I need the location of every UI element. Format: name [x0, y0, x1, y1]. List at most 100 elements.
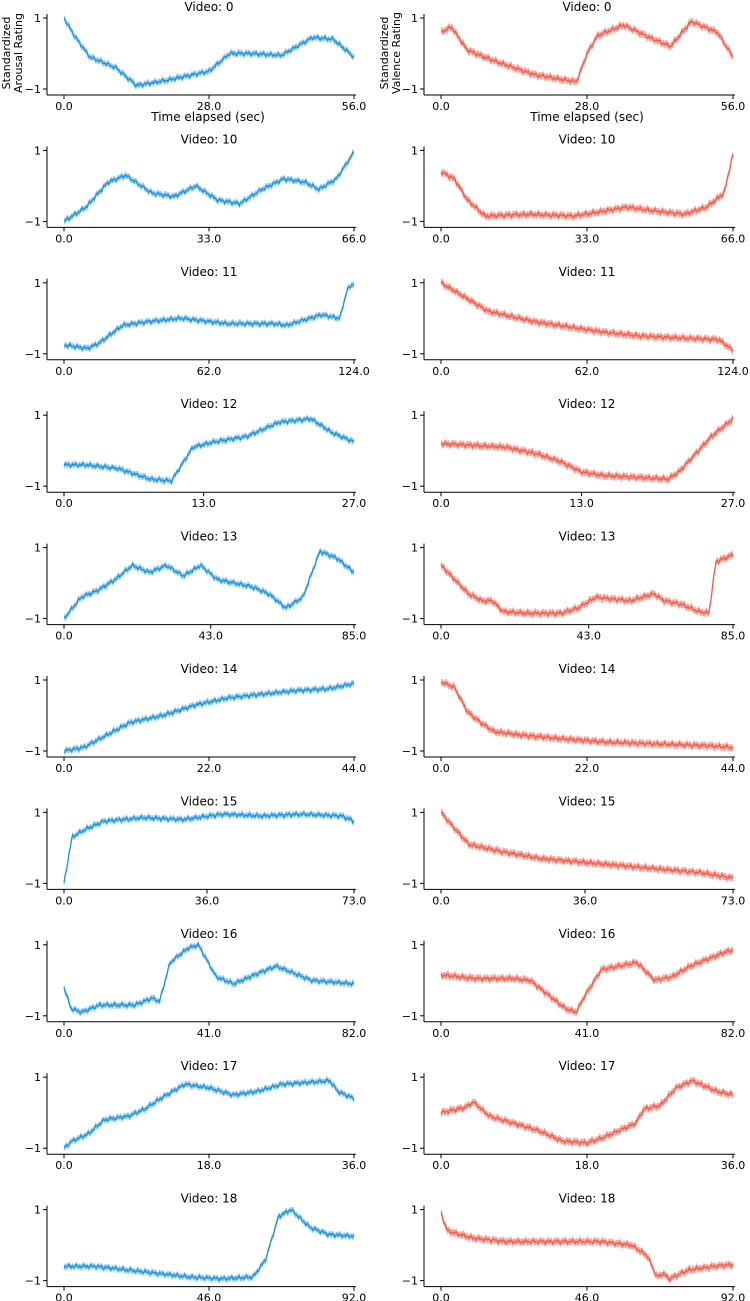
- valence-ylabel-line1: Standardized: [378, 17, 391, 90]
- panel-valence-2-xtick-label: 62.0: [575, 365, 600, 378]
- panel-valence-0-ytick-label: −1: [402, 83, 418, 96]
- panel-valence-5-xtick-label: 44.0: [721, 762, 746, 775]
- panel-valence-5-title: Video: 14: [559, 662, 616, 676]
- panel-arousal-6-xtick-label: 36.0: [195, 894, 220, 907]
- panel-valence-7-xtick-label: 0.0: [432, 1027, 450, 1040]
- panel-arousal-4-title: Video: 13: [181, 530, 238, 544]
- panel-arousal-8-xtick-label: 36.0: [342, 1159, 367, 1172]
- panel-valence-6: Video: 15 1 −1 0.0 36.0 73.0: [402, 794, 745, 907]
- panel-arousal-4-xtick-label: 43.0: [198, 630, 223, 643]
- panel-arousal-1-series-line: [63, 151, 355, 222]
- panel-valence-7-xtick-label: 82.0: [721, 1027, 746, 1040]
- panel-arousal-5-series-line: [63, 682, 355, 754]
- panel-arousal-9-xtick-label: 92.0: [342, 1292, 367, 1301]
- panel-valence-8-xtick-label: 0.0: [432, 1159, 450, 1172]
- panel-valence-3-xtick-label: 13.0: [569, 497, 594, 510]
- panel-arousal-7-series-line: [63, 941, 355, 1014]
- arousal-ylabel-line1: Standardized: [0, 17, 13, 90]
- panel-arousal-1-xtick-label: 66.0: [342, 232, 367, 245]
- panel-arousal-7-error-band: [64, 940, 354, 1017]
- panel-valence-3-series-line: [440, 416, 734, 482]
- panel-valence-5-xtick-label: 22.0: [575, 762, 600, 775]
- panel-arousal-9-xtick-label: 46.0: [197, 1292, 222, 1301]
- panel-valence-3-ytick-label: −1: [402, 480, 418, 493]
- panel-valence-1-series-line: [440, 153, 734, 219]
- panel-valence-6-xtick-label: 0.0: [432, 894, 450, 907]
- panel-arousal-8-ytick-label: −1: [25, 1142, 41, 1155]
- panel-arousal-5-title: Video: 14: [181, 662, 238, 676]
- panel-valence-2-ytick-label: −1: [402, 348, 418, 361]
- panel-valence-8: Video: 17 1 −1 0.0 18.0 36.0: [402, 1059, 745, 1172]
- panel-valence-2-ytick-label: 1: [411, 277, 418, 290]
- panel-valence-1-ytick-label: −1: [402, 215, 418, 228]
- panel-arousal-7-title: Video: 16: [181, 927, 238, 941]
- panel-arousal-7: Video: 16 1 −1 0.0 41.0 82.0: [25, 927, 366, 1040]
- panel-arousal-3-error-band: [64, 414, 354, 486]
- panel-arousal-3-ytick-label: 1: [34, 409, 41, 422]
- panel-arousal-7-xtick-label: 41.0: [197, 1027, 222, 1040]
- panel-arousal-8-xtick-label: 0.0: [55, 1159, 73, 1172]
- panel-valence-1-ytick-label: 1: [411, 144, 418, 157]
- panel-valence-9-ytick-label: 1: [411, 1204, 418, 1217]
- panel-valence-0-xtick-label: 56.0: [721, 100, 746, 113]
- panel-valence-5: Video: 14 1 −1 0.0 22.0 44.0: [402, 662, 745, 775]
- panel-valence-6-series-line: [440, 811, 734, 880]
- panel-valence-4-title: Video: 13: [559, 530, 616, 544]
- panel-valence-6-title: Video: 15: [559, 794, 616, 808]
- panel-valence-7-series-line: [440, 948, 734, 1014]
- panel-arousal-0-error-band: [64, 15, 354, 90]
- panel-valence-8-xtick-label: 18.0: [575, 1159, 600, 1172]
- panel-arousal-2-ytick-label: −1: [25, 348, 41, 361]
- panel-valence-8-ytick-label: −1: [402, 1142, 418, 1155]
- panel-valence-2-error-band: [441, 278, 733, 355]
- arousal-ylabel-line2: Arousal Rating: [12, 13, 25, 93]
- panel-arousal-0-xtick-label: 56.0: [342, 100, 367, 113]
- panel-arousal-6-xtick-label: 73.0: [342, 894, 367, 907]
- panel-arousal-8-error-band: [64, 1076, 354, 1151]
- panel-arousal-7-ytick-label: 1: [34, 939, 41, 952]
- panel-arousal-6-xtick-label: 0.0: [55, 894, 73, 907]
- panel-valence-8-xtick-label: 36.0: [721, 1159, 746, 1172]
- panel-arousal-6-ytick-label: 1: [34, 806, 41, 819]
- panel-arousal-3-ytick-label: −1: [25, 480, 41, 493]
- panel-valence-3: Video: 12 1 −1 0.0 13.0 27.0: [402, 397, 745, 510]
- panel-arousal-2-title: Video: 11: [181, 265, 238, 279]
- panel-valence-9-xtick-label: 46.0: [575, 1292, 600, 1301]
- panel-valence-3-xtick-label: 0.0: [432, 497, 450, 510]
- panel-valence-8-title: Video: 17: [559, 1059, 616, 1073]
- panel-valence-9-title: Video: 18: [559, 1192, 616, 1206]
- panel-arousal-8-title: Video: 17: [181, 1059, 238, 1073]
- panel-arousal-1-ytick-label: −1: [25, 215, 41, 228]
- panel-valence-7-title: Video: 16: [559, 927, 616, 941]
- valence-xlabel: Time elapsed (sec): [529, 110, 644, 124]
- panel-arousal-9-title: Video: 18: [181, 1192, 238, 1206]
- panel-valence-4: Video: 13 1 −1 0.0 43.0 85.0: [402, 530, 745, 643]
- panel-arousal-7-xtick-label: 0.0: [55, 1027, 73, 1040]
- panels: Video: 0 1 −1 0.0 28.0 56.0 Video: 0 1 −1 0.0 28.0…: [25, 0, 749, 1301]
- panel-valence-4-xtick-label: 85.0: [721, 630, 746, 643]
- panel-arousal-8-xtick-label: 18.0: [197, 1159, 222, 1172]
- panel-arousal-3-title: Video: 12: [181, 397, 238, 411]
- panel-arousal-8-ytick-label: 1: [34, 1071, 41, 1084]
- panel-valence-5-series-line: [440, 681, 734, 750]
- panel-arousal-6: Video: 15 1 −1 0.0 36.0 73.0: [25, 794, 366, 907]
- panel-arousal-2-xtick-label: 124.0: [338, 365, 370, 378]
- panel-valence-9-xtick-label: 0.0: [432, 1292, 450, 1301]
- panel-valence-1-xtick-label: 33.0: [575, 232, 600, 245]
- panel-arousal-0-series-line: [63, 17, 355, 88]
- panel-arousal-3-xtick-label: 27.0: [342, 497, 367, 510]
- panel-valence-7-error-band: [441, 946, 733, 1017]
- panel-valence-1-title: Video: 10: [559, 132, 616, 146]
- panel-valence-1-error-band: [441, 150, 733, 222]
- panel-arousal-4: Video: 13 1 −1 0.0 43.0 85.0: [25, 530, 366, 643]
- panel-valence-5-ytick-label: −1: [402, 745, 418, 758]
- panel-valence-5-xtick-label: 0.0: [432, 762, 450, 775]
- panel-valence-9-series-line: [440, 1212, 734, 1282]
- panel-arousal-5-ytick-label: −1: [25, 745, 41, 758]
- panel-arousal-1-xtick-label: 33.0: [197, 232, 222, 245]
- panel-arousal-2-series-line: [63, 283, 355, 351]
- panel-arousal-0-xtick-label: 28.0: [197, 100, 222, 113]
- panel-arousal-0: Video: 0 1 −1 0.0 28.0 56.0: [25, 0, 366, 113]
- panel-arousal-5-ytick-label: 1: [34, 674, 41, 687]
